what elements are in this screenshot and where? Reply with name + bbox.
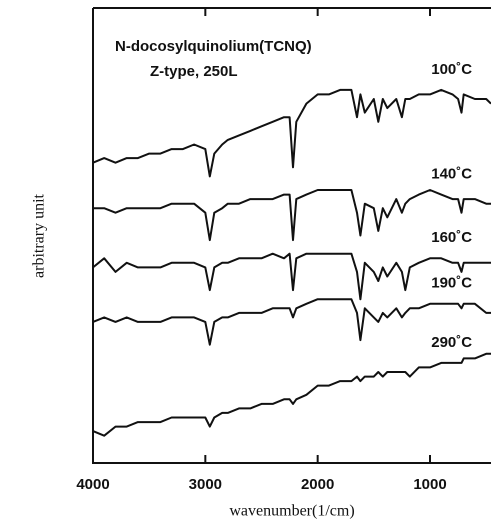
x-tick-label: 2000 bbox=[301, 476, 334, 493]
x-tick-label: 3000 bbox=[189, 476, 222, 493]
annotation: N-docosylquinolium(TCNQ) bbox=[115, 38, 312, 55]
spectrum-line bbox=[92, 298, 491, 346]
annotation: Z-type, 250L bbox=[150, 63, 238, 80]
spectrum-line bbox=[92, 252, 491, 301]
series-label: 290˚C bbox=[431, 334, 472, 351]
series-label: 190˚C bbox=[431, 275, 472, 292]
spectrum-line bbox=[92, 88, 491, 178]
series-label: 140˚C bbox=[431, 166, 472, 183]
x-tick-label: 4000 bbox=[76, 476, 109, 493]
spectrum-line bbox=[92, 352, 491, 437]
spectrum-line bbox=[93, 189, 491, 242]
series-label: 100˚C bbox=[431, 61, 472, 78]
x-tick-label: 1000 bbox=[413, 476, 446, 493]
series-label: 160˚C bbox=[431, 229, 472, 246]
y-axis-label: arbitrary unit bbox=[31, 193, 48, 278]
x-axis-label: wavenumber(1/cm) bbox=[229, 503, 354, 520]
